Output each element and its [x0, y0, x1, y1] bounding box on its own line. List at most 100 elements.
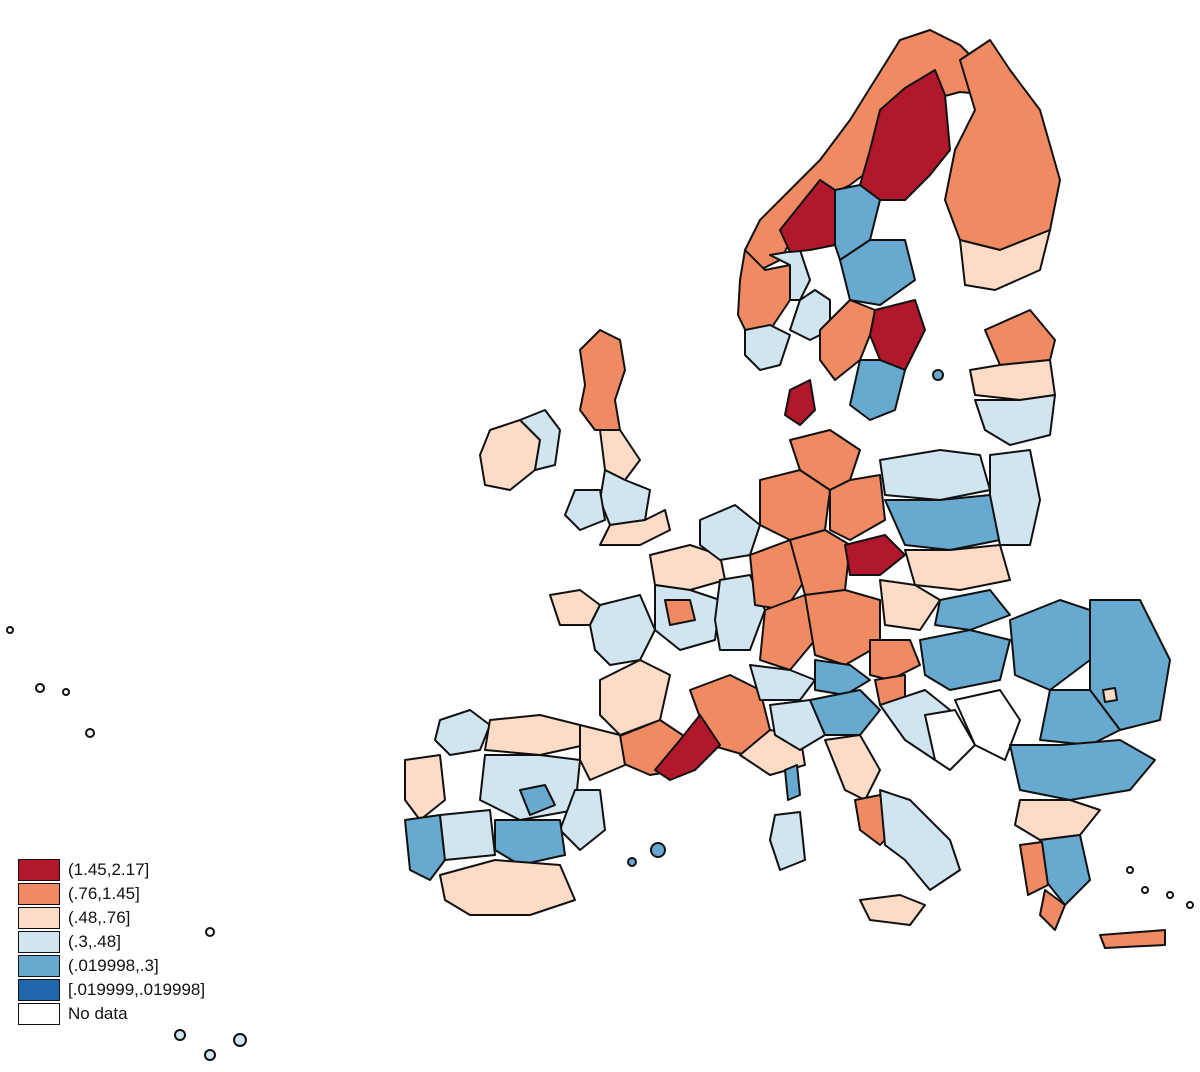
- legend-swatch: [18, 931, 60, 953]
- island-aegean-4: [1186, 901, 1194, 909]
- region-sweden-north: [859, 69, 951, 201]
- region-england-se: [599, 509, 671, 546]
- region-corsica: [784, 764, 801, 801]
- region-portugal-north: [404, 754, 446, 821]
- region-france-west: [589, 594, 656, 666]
- region-serbia-nodata: [954, 689, 1021, 761]
- legend: (1.45,2.17] (.76,1.45] (.48,.76] (.3,.48…: [18, 858, 205, 1026]
- region-germany-centre: [789, 529, 851, 596]
- legend-item-1: (1.45,2.17]: [18, 858, 205, 882]
- region-germany-west: [749, 539, 806, 611]
- region-germany-bavaria: [804, 589, 881, 666]
- region-germany-saxony: [844, 534, 906, 576]
- region-norway-sw: [744, 324, 791, 371]
- region-spain-madrid: [519, 784, 556, 816]
- region-spain-valencia: [559, 789, 606, 851]
- region-estonia: [984, 309, 1056, 366]
- legend-label: (.019998,.3]: [68, 956, 159, 975]
- region-england-north: [599, 429, 641, 481]
- region-spain-catalonia: [579, 724, 626, 781]
- region-sweden-south: [849, 359, 906, 421]
- region-ireland-east: [519, 409, 561, 471]
- region-czechia: [879, 579, 941, 631]
- legend-item-4: (.3,.48]: [18, 930, 205, 954]
- legend-swatch: [18, 1003, 60, 1025]
- island-aegean-2: [1141, 886, 1149, 894]
- region-portugal-south: [404, 814, 446, 881]
- island-madeira: [205, 927, 215, 937]
- legend-swatch: [18, 859, 60, 881]
- region-bulgaria: [1009, 739, 1156, 801]
- region-finland-south: [959, 229, 1051, 291]
- region-romania-south: [1039, 689, 1121, 746]
- island-aegean-1: [1126, 866, 1134, 874]
- island-azores-1: [6, 626, 14, 634]
- legend-item-3: (.48,.76]: [18, 906, 205, 930]
- region-switzerland: [749, 664, 816, 701]
- region-sweden-west: [819, 299, 876, 381]
- legend-swatch: [18, 907, 60, 929]
- region-poland-centre: [884, 494, 1001, 551]
- islands: [6, 369, 1194, 1061]
- legend-swatch: [18, 883, 60, 905]
- island-canary-2: [204, 1049, 216, 1061]
- legend-swatch: [18, 955, 60, 977]
- region-latvia: [969, 359, 1056, 401]
- region-italy-north: [809, 689, 881, 736]
- region-austria-west: [814, 659, 871, 696]
- region-spain-extremadura: [439, 809, 496, 861]
- region-lithuania: [974, 394, 1056, 446]
- region-sardinia: [769, 811, 806, 871]
- region-peloponnese: [1039, 889, 1066, 931]
- region-slovakia: [934, 589, 1011, 631]
- legend-label: (.48,.76]: [68, 908, 131, 927]
- region-austria-east: [869, 639, 921, 681]
- region-greece-north: [1014, 799, 1101, 841]
- region-italy-northwest: [769, 699, 826, 751]
- region-denmark: [784, 379, 816, 426]
- region-benelux: [699, 504, 761, 561]
- island-canary-1: [174, 1029, 186, 1041]
- region-germany-east: [829, 474, 886, 541]
- region-wales: [564, 489, 606, 531]
- region-bucharest: [1102, 687, 1118, 703]
- region-bosnia-nodata: [924, 709, 976, 771]
- region-spain-north: [484, 714, 586, 756]
- legend-label: (.76,1.45]: [68, 884, 140, 903]
- region-poland-east: [989, 449, 1041, 546]
- legend-item-2: (.76,1.45]: [18, 882, 205, 906]
- legend-swatch: [18, 979, 60, 1001]
- region-poland-south: [904, 544, 1011, 591]
- legend-item-6: [.019999,.019998]: [18, 978, 205, 1002]
- region-scotland: [579, 329, 626, 431]
- island-azores-4: [85, 728, 95, 738]
- legend-item-7: No data: [18, 1002, 205, 1026]
- legend-label: No data: [68, 1004, 128, 1023]
- legend-item-5: (.019998,.3]: [18, 954, 205, 978]
- island-balearic: [650, 842, 666, 858]
- region-spain-andalusia: [439, 859, 576, 916]
- island-gotland: [932, 369, 944, 381]
- region-romania-west: [1009, 599, 1091, 691]
- region-crete: [1099, 929, 1166, 949]
- island-azores-2: [35, 683, 45, 693]
- island-ibiza: [627, 857, 637, 867]
- region-greece-west: [1019, 841, 1049, 896]
- island-canary-3: [233, 1033, 247, 1047]
- region-france-east: [714, 574, 766, 651]
- region-france-paris: [664, 599, 696, 626]
- legend-label: (.3,.48]: [68, 932, 121, 951]
- region-poland-north: [879, 449, 991, 501]
- region-italy-sicily: [859, 894, 926, 926]
- legend-label: (1.45,2.17]: [68, 860, 150, 879]
- region-italy-centre: [824, 734, 881, 801]
- region-hungary: [919, 629, 1011, 691]
- region-germany-southwest: [759, 594, 816, 671]
- region-spain-castile-lm: [494, 819, 566, 866]
- region-france-languedoc: [654, 714, 721, 781]
- region-italy-south: [879, 789, 961, 891]
- island-azores-3: [62, 688, 70, 696]
- island-aegean-3: [1166, 891, 1174, 899]
- region-spain-galicia: [434, 709, 491, 756]
